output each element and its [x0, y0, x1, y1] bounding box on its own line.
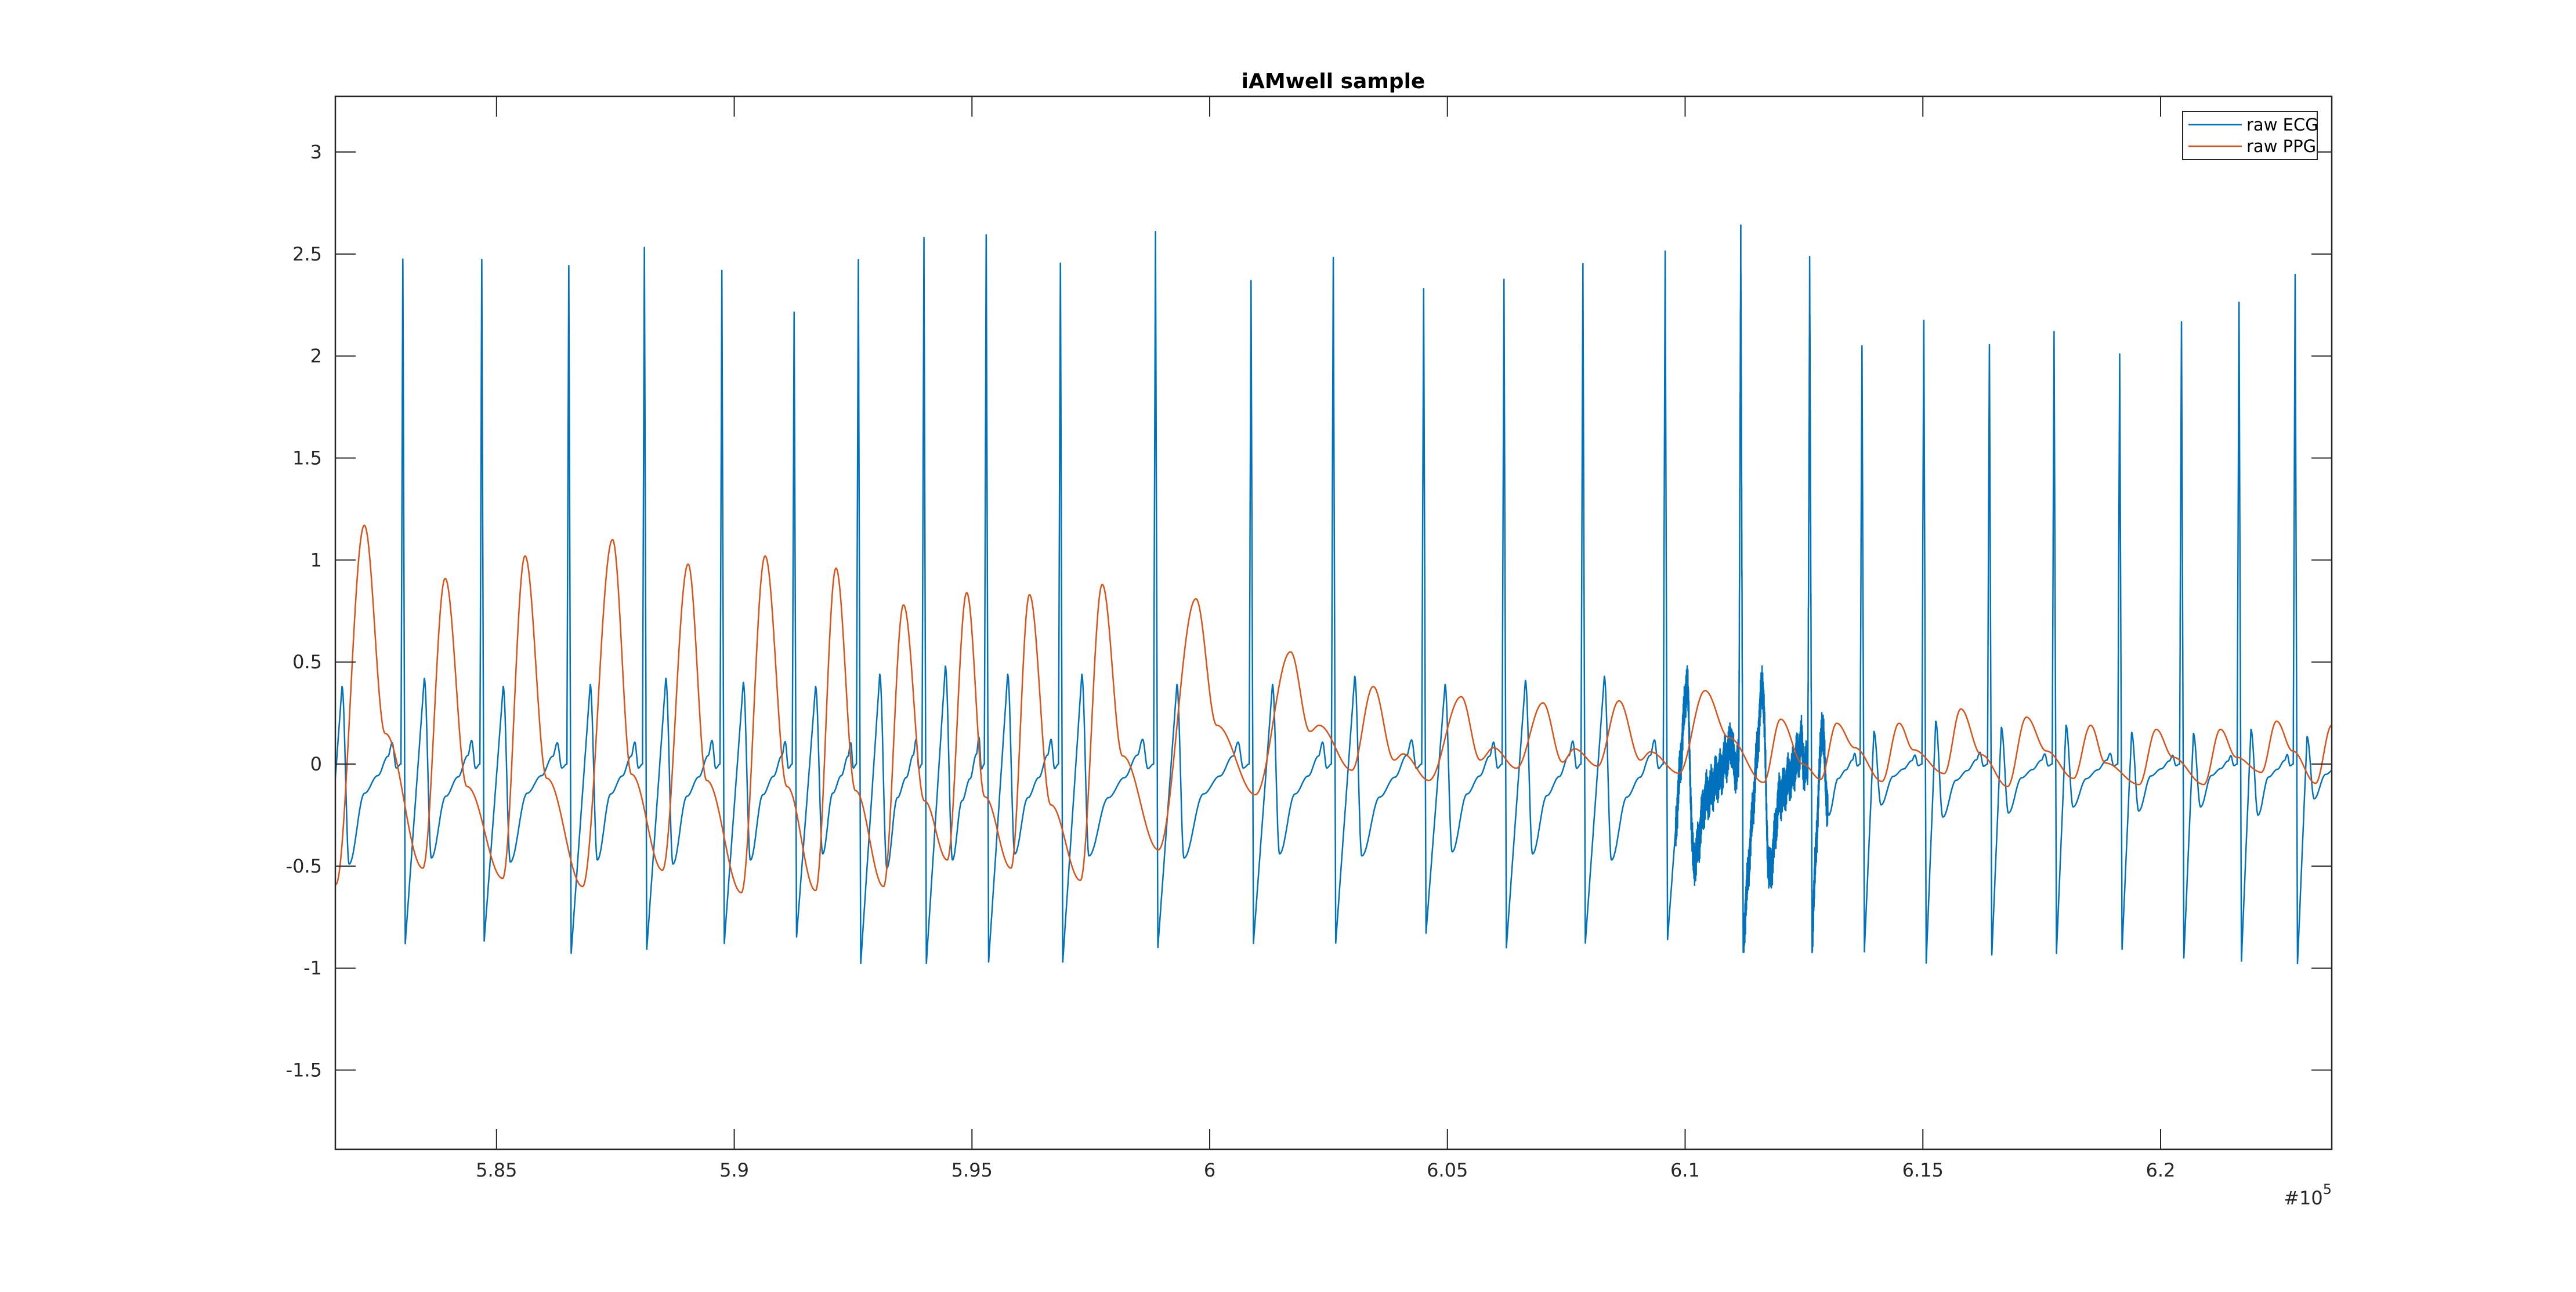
y-tick-label: 0	[310, 753, 322, 775]
y-tick-label: -1	[303, 957, 322, 979]
y-tick-label: 2.5	[292, 243, 322, 265]
x-tick-label: 6	[1204, 1159, 1215, 1181]
y-tick-label: 1.5	[292, 447, 322, 469]
x-exponent-power: 5	[2323, 1181, 2332, 1197]
y-tick-label: 3	[310, 141, 322, 163]
y-tick-label: 2	[310, 345, 322, 367]
x-tick-label: 6.05	[1427, 1159, 1468, 1181]
series-line-raw-ppg	[335, 524, 2332, 893]
x-exponent-label: #105	[2284, 1181, 2332, 1209]
x-tick-label: 6.1	[1670, 1159, 1700, 1181]
plot-area	[335, 224, 2332, 965]
y-tick-label: 1	[310, 549, 322, 571]
x-exponent-base: #10	[2284, 1187, 2323, 1209]
axis-ticks: 5.85 5.9 5.95 6 6.05 6.1 6.15 6.2 -1.5 -1 -0.5 0 0.5…	[286, 96, 2332, 1181]
axes-box	[334, 95, 2333, 1150]
x-tick-label: 6.2	[2146, 1159, 2176, 1181]
legend-label-ecg: raw ECG	[2246, 115, 2318, 135]
axes-background	[335, 96, 2332, 1149]
legend-label-ppg: raw PPG	[2246, 136, 2316, 156]
x-tick-label: 5.85	[476, 1159, 517, 1181]
series-line-raw-ecg	[335, 224, 2332, 965]
x-tick-label: 6.15	[1902, 1159, 1944, 1181]
y-tick-label: 0.5	[292, 651, 322, 673]
legend[interactable]: raw ECG raw PPG	[2182, 111, 2318, 160]
y-tick-label: -1.5	[286, 1059, 322, 1081]
y-tick-label: -0.5	[286, 855, 322, 877]
x-tick-label: 5.9	[719, 1159, 749, 1181]
x-tick-label: 5.95	[951, 1159, 993, 1181]
legend-box	[2182, 111, 2318, 160]
chart-title: iAMwell sample	[1242, 70, 1426, 93]
